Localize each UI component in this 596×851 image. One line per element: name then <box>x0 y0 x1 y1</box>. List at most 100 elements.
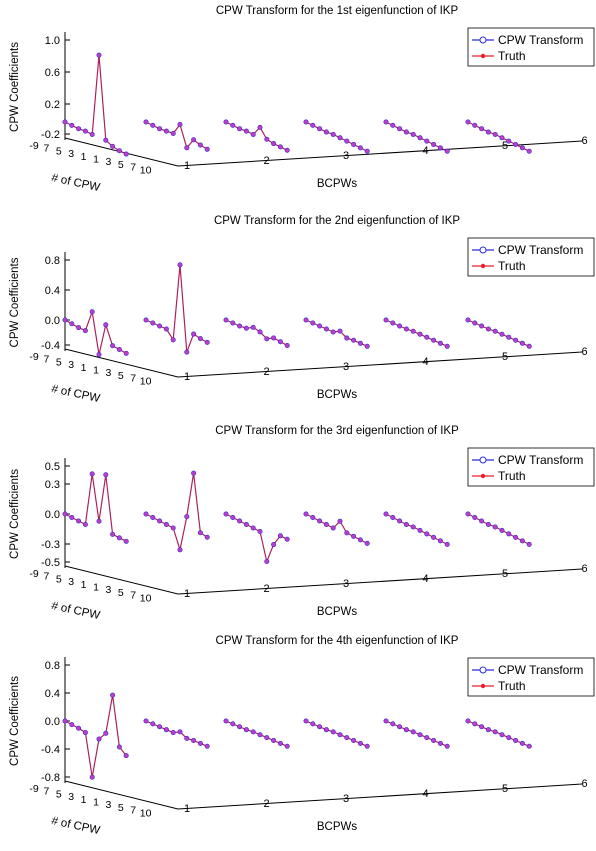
data-point <box>96 736 102 742</box>
data-point <box>431 738 437 744</box>
data-point <box>472 320 478 326</box>
data-point <box>143 317 149 323</box>
legend-box <box>467 237 595 277</box>
data-point <box>444 743 450 749</box>
data-point <box>184 514 190 520</box>
data-point <box>89 131 95 137</box>
x-tick-label: 3 <box>343 578 349 590</box>
z-tick-label: -0.3 <box>41 539 60 551</box>
data-point <box>383 119 389 125</box>
y-tick-label: 10 <box>140 807 152 819</box>
transform-series-line <box>305 720 368 747</box>
data-point <box>357 740 363 746</box>
x-tick-label: 6 <box>581 346 587 358</box>
data-point <box>264 336 270 342</box>
data-point <box>150 122 156 128</box>
data-point <box>431 142 437 148</box>
data-point <box>110 692 116 698</box>
data-point <box>323 521 329 527</box>
y-tick-label: 7 <box>43 571 49 583</box>
data-point <box>277 144 283 150</box>
x-tick-label: 2 <box>263 583 269 595</box>
data-point <box>513 337 519 343</box>
data-point <box>204 743 210 749</box>
data-point <box>317 724 323 730</box>
data-point <box>364 743 370 749</box>
data-point <box>417 135 423 141</box>
data-point <box>437 538 443 544</box>
y-axis-line <box>64 348 179 378</box>
data-point <box>62 718 68 724</box>
chart-panel: CPW Transform for the 4th eigenfunction … <box>9 635 595 837</box>
data-point <box>330 329 336 335</box>
data-point <box>383 317 389 323</box>
y-tick-label: 3 <box>105 156 111 168</box>
data-point <box>170 337 176 343</box>
data-point <box>277 339 283 345</box>
data-point <box>143 511 149 517</box>
x-tick-label: 6 <box>581 778 587 790</box>
data-point <box>123 350 129 356</box>
x-tick-label: 1 <box>184 160 190 172</box>
data-point <box>96 52 102 58</box>
data-point <box>82 328 88 334</box>
data-point <box>237 323 243 329</box>
data-point <box>513 142 519 148</box>
data-point <box>230 721 236 727</box>
data-point <box>116 148 122 154</box>
data-point <box>472 721 478 727</box>
data-point <box>357 340 363 346</box>
data-point <box>351 738 357 744</box>
x-tick-label: 5 <box>502 351 508 363</box>
data-point <box>284 147 290 153</box>
data-point <box>82 521 88 527</box>
data-point <box>271 335 277 341</box>
transform-series-line <box>145 121 208 150</box>
data-point <box>103 472 109 478</box>
x-tick-label: 2 <box>263 155 269 167</box>
x-tick-label: 1 <box>184 588 190 600</box>
data-point <box>76 725 82 731</box>
transform-series-line <box>145 264 208 353</box>
data-point <box>424 334 430 340</box>
transform-series-line <box>64 473 127 542</box>
chart-title: CPW Transform for the 3rd eigenfunction … <box>215 425 459 437</box>
data-point <box>96 518 102 524</box>
data-point <box>150 721 156 727</box>
z-tick-label: 0.3 <box>45 479 60 491</box>
y-tick-label: -9 <box>29 140 38 152</box>
data-point <box>257 124 263 130</box>
data-point <box>157 518 163 524</box>
data-point <box>397 323 403 329</box>
transform-series-line <box>385 319 448 347</box>
data-point <box>103 322 109 328</box>
data-point <box>351 337 357 343</box>
z-tick-label: 0.4 <box>45 688 60 700</box>
y-tick-label: 3 <box>105 584 111 596</box>
data-point <box>89 471 95 477</box>
legend-truth-label: Truth <box>498 259 526 273</box>
y-tick-label: 7 <box>43 354 49 366</box>
data-point <box>271 542 277 548</box>
data-point <box>204 534 210 540</box>
transform-series-line <box>305 319 368 347</box>
data-point <box>337 732 343 738</box>
transform-series-line <box>305 121 368 152</box>
data-point <box>76 325 82 331</box>
x-tick-label: 1 <box>184 803 190 815</box>
data-point <box>479 724 485 730</box>
transform-series-line <box>225 720 288 747</box>
data-point <box>410 131 416 137</box>
transform-series-line <box>64 55 127 155</box>
data-point <box>69 122 75 128</box>
data-point <box>506 735 512 741</box>
data-point <box>390 320 396 326</box>
data-point <box>89 309 95 315</box>
legend-truth-label: Truth <box>498 679 526 693</box>
data-point <box>191 738 197 744</box>
x-tick-label: 4 <box>422 145 428 157</box>
data-point <box>479 518 485 524</box>
data-point <box>143 718 149 724</box>
y-tick-label: 5 <box>118 802 124 814</box>
data-point <box>465 511 471 517</box>
